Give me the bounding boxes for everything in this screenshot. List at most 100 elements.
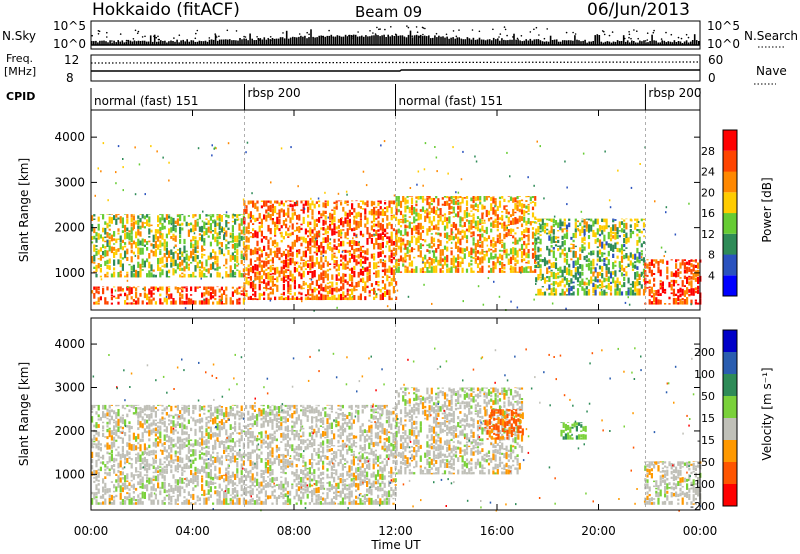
- echo-cell: [461, 257, 464, 263]
- echo-cell: [115, 454, 118, 457]
- echo-cell: [324, 256, 327, 260]
- echo-cell: [256, 478, 259, 486]
- echo-cell: [585, 263, 588, 268]
- echo-cell: [176, 414, 179, 416]
- echo-cell: [568, 263, 571, 268]
- echo-cell: [576, 284, 580, 286]
- echo-cell: [366, 477, 369, 480]
- echo-cell: [298, 249, 301, 255]
- echo-cell: [326, 413, 329, 418]
- echo-cell: [381, 236, 384, 241]
- echo-speck: [436, 206, 438, 209]
- echo-cell: [315, 246, 318, 249]
- echo-cell: [335, 487, 338, 494]
- echo-cell: [406, 225, 409, 229]
- echo-cell: [618, 230, 621, 232]
- echo-cell: [139, 240, 142, 246]
- echo-cell: [271, 220, 274, 225]
- echo-speck: [117, 145, 120, 148]
- echo-cell: [392, 214, 395, 219]
- echo-speck: [544, 257, 546, 260]
- echo-cell: [143, 292, 146, 299]
- echo-cell: [463, 210, 466, 217]
- echo-cell: [372, 471, 375, 478]
- echo-cell: [375, 210, 378, 216]
- echo-cell: [269, 297, 272, 300]
- echo-cell: [570, 278, 573, 284]
- echo-speck: [341, 217, 343, 219]
- echo-cell: [269, 433, 272, 440]
- echo-cell: [181, 428, 184, 436]
- echo-cell: [355, 475, 358, 481]
- echo-cell: [357, 467, 360, 472]
- echo-cell: [170, 414, 173, 417]
- echo-cell: [163, 417, 166, 420]
- echo-cell: [479, 257, 482, 265]
- echo-cell: [683, 285, 686, 287]
- echo-cell: [324, 294, 327, 300]
- nsearch-sample: [97, 30, 100, 32]
- echo-cell: [374, 411, 377, 414]
- echo-cell: [520, 243, 524, 251]
- echo-cell: [201, 417, 204, 423]
- noise-sample: [385, 37, 387, 45]
- echo-cell: [135, 231, 138, 239]
- echo-cell: [282, 502, 285, 505]
- echo-cell: [395, 229, 398, 235]
- echo-speck: [237, 218, 240, 221]
- echo-cell: [465, 268, 469, 273]
- echo-cell: [537, 236, 540, 240]
- echo-cell: [668, 296, 671, 300]
- echo-speck: [220, 299, 222, 302]
- echo-cell: [254, 290, 257, 298]
- echo-cell: [339, 501, 342, 505]
- echo-cell: [163, 442, 166, 445]
- echo-cell: [229, 273, 232, 278]
- echo-cell: [209, 263, 212, 270]
- echo-cell: [363, 443, 366, 451]
- echo-cell: [335, 226, 338, 230]
- echo-cell: [271, 502, 274, 505]
- echo-cell: [313, 408, 316, 414]
- echo-cell: [161, 242, 164, 247]
- echo-cell: [514, 247, 517, 256]
- echo-cell: [267, 404, 270, 409]
- echo-cell: [306, 438, 309, 441]
- echo-cell: [157, 229, 160, 234]
- echo-cell: [260, 238, 263, 243]
- echo-cell: [350, 438, 353, 440]
- echo-cell: [346, 444, 349, 447]
- echo-cell: [293, 430, 296, 432]
- echo-cell: [269, 248, 272, 256]
- echo-cell: [370, 209, 373, 216]
- echo-cell: [265, 257, 268, 261]
- echo-cell: [97, 479, 100, 482]
- noise-sample: [101, 40, 103, 45]
- noise-sample: [417, 35, 420, 45]
- echo-cell: [97, 424, 100, 428]
- echo-cell: [650, 259, 653, 266]
- echo-cell: [132, 215, 135, 221]
- echo-cell: [280, 483, 283, 491]
- echo-speck: [374, 290, 376, 293]
- echo-cell: [490, 228, 493, 233]
- echo-speck: [336, 306, 338, 309]
- echo-cell: [525, 261, 528, 264]
- noise-sample: [659, 42, 661, 45]
- echo-cell: [664, 288, 667, 292]
- echo-speck: [280, 147, 283, 150]
- echo-cell: [317, 427, 320, 433]
- echo-cell: [352, 419, 355, 424]
- echo-cell: [585, 290, 588, 296]
- echo-cell: [205, 471, 208, 478]
- echo-cell: [198, 469, 201, 474]
- echo-cell: [115, 494, 118, 498]
- echo-cell: [402, 196, 405, 203]
- echo-cell: [256, 240, 259, 247]
- echo-cell: [404, 217, 407, 224]
- echo-cell: [322, 446, 325, 454]
- echo-cell: [359, 251, 362, 258]
- echo-cell: [373, 255, 376, 261]
- echo-cell: [99, 502, 102, 505]
- echo-speck: [558, 284, 560, 287]
